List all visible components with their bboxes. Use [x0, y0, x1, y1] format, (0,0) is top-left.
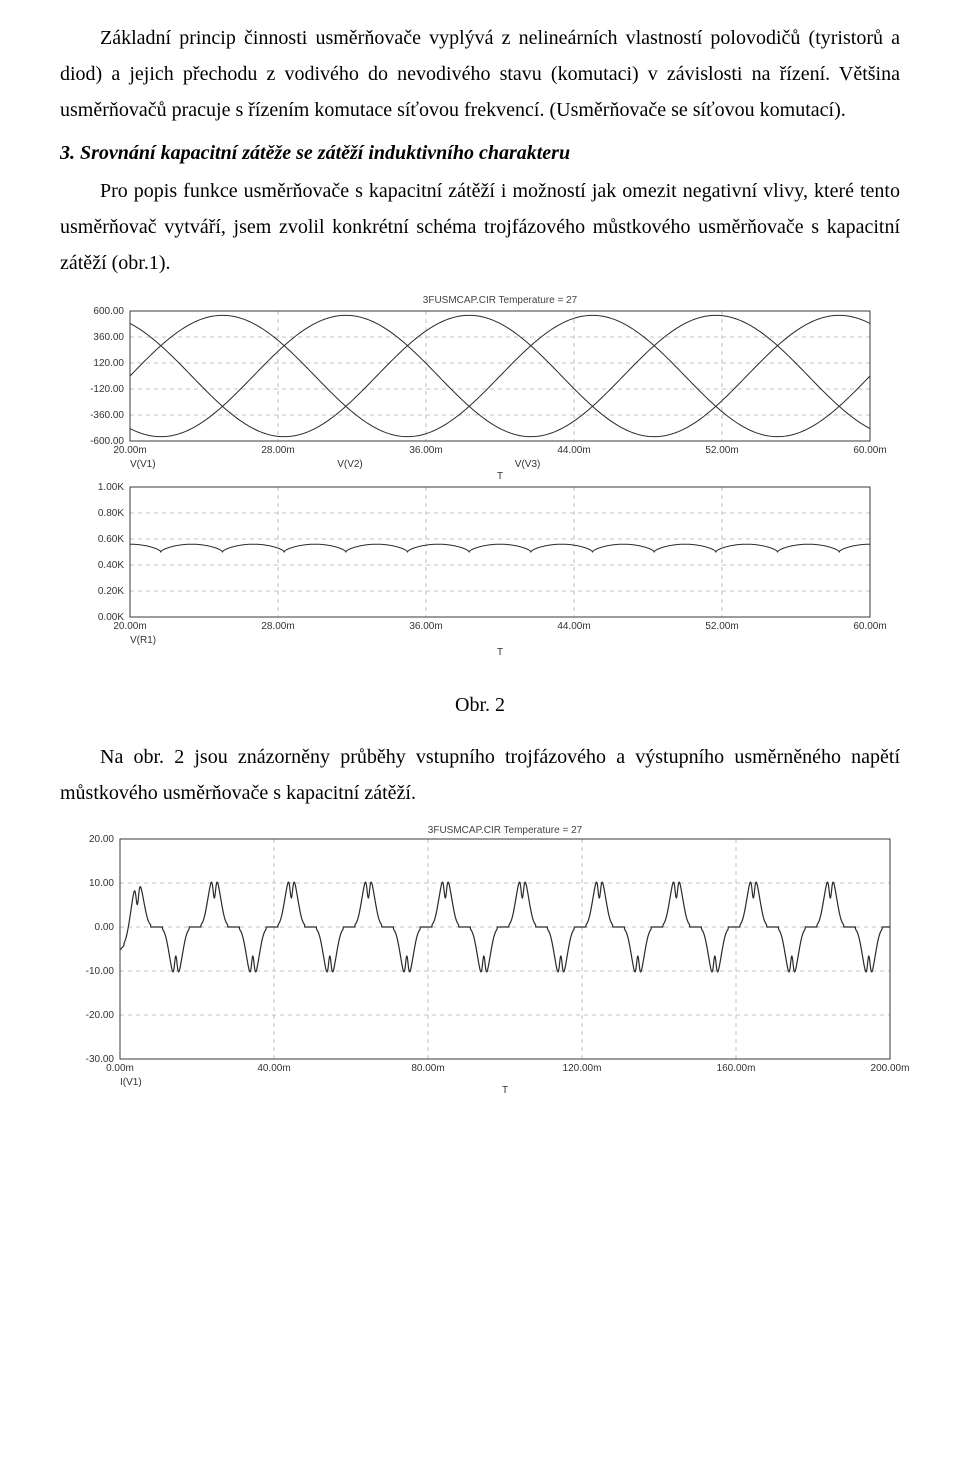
- svg-text:0.20K: 0.20K: [98, 586, 124, 597]
- svg-text:20.00m: 20.00m: [113, 621, 146, 632]
- svg-text:-10.00: -10.00: [86, 966, 115, 977]
- svg-text:0.40K: 0.40K: [98, 560, 124, 571]
- svg-text:60.00m: 60.00m: [853, 445, 886, 456]
- paragraph-3-text: Na obr. 2 jsou znázorněny průběhy vstupn…: [60, 746, 900, 804]
- svg-text:0.00: 0.00: [95, 922, 115, 933]
- chart-2: 3FUSMCAP.CIR Temperature = 27-30.00-20.0…: [60, 823, 910, 1098]
- svg-text:V(V2): V(V2): [337, 459, 363, 470]
- svg-text:V(V3): V(V3): [515, 459, 541, 470]
- figure-2-wrap: 3FUSMCAP.CIR Temperature = 27-30.00-20.0…: [60, 823, 900, 1103]
- section-heading: 3. Srovnání kapacitní zátěže se zátěží i…: [60, 142, 900, 165]
- paragraph-3: Na obr. 2 jsou znázorněny průběhy vstupn…: [60, 739, 900, 811]
- svg-text:0.60K: 0.60K: [98, 534, 124, 545]
- svg-text:28.00m: 28.00m: [261, 445, 294, 456]
- page: Základní princip činnosti usměrňovače vy…: [0, 0, 960, 1103]
- svg-text:600.00: 600.00: [93, 306, 124, 317]
- svg-text:40.00m: 40.00m: [257, 1063, 290, 1074]
- svg-text:3FUSMCAP.CIR Temperature = 27: 3FUSMCAP.CIR Temperature = 27: [428, 825, 583, 836]
- svg-text:28.00m: 28.00m: [261, 621, 294, 632]
- paragraph-2: Pro popis funkce usměrňovače s kapacitní…: [60, 173, 900, 281]
- svg-text:V(V1): V(V1): [130, 459, 156, 470]
- svg-text:360.00: 360.00: [93, 332, 124, 343]
- svg-text:0.00m: 0.00m: [106, 1063, 134, 1074]
- svg-text:T: T: [497, 647, 503, 658]
- svg-text:T: T: [502, 1085, 508, 1096]
- svg-text:36.00m: 36.00m: [409, 445, 442, 456]
- figure-1-caption: Obr. 2: [60, 694, 900, 717]
- svg-text:200.00m: 200.00m: [871, 1063, 910, 1074]
- svg-text:1.00K: 1.00K: [98, 482, 124, 493]
- svg-text:20.00m: 20.00m: [113, 445, 146, 456]
- svg-text:120.00m: 120.00m: [563, 1063, 602, 1074]
- svg-text:-120.00: -120.00: [90, 384, 124, 395]
- svg-text:0.80K: 0.80K: [98, 508, 124, 519]
- svg-text:52.00m: 52.00m: [705, 621, 738, 632]
- svg-text:20.00: 20.00: [89, 834, 114, 845]
- paragraph-2-text: Pro popis funkce usměrňovače s kapacitní…: [60, 180, 900, 274]
- svg-text:52.00m: 52.00m: [705, 445, 738, 456]
- svg-text:10.00: 10.00: [89, 878, 114, 889]
- svg-text:80.00m: 80.00m: [411, 1063, 444, 1074]
- svg-text:3FUSMCAP.CIR Temperature = 27: 3FUSMCAP.CIR Temperature = 27: [423, 295, 578, 306]
- svg-text:T: T: [497, 471, 503, 482]
- svg-text:60.00m: 60.00m: [853, 621, 886, 632]
- figure-1-wrap: 3FUSMCAP.CIR Temperature = 27-600.00-360…: [60, 293, 900, 668]
- svg-text:120.00: 120.00: [93, 358, 124, 369]
- chart-1: 3FUSMCAP.CIR Temperature = 27-600.00-360…: [60, 293, 900, 663]
- svg-text:44.00m: 44.00m: [557, 621, 590, 632]
- svg-text:36.00m: 36.00m: [409, 621, 442, 632]
- paragraph-1: Základní princip činnosti usměrňovače vy…: [60, 20, 900, 128]
- svg-text:-360.00: -360.00: [90, 410, 124, 421]
- paragraph-1-text: Základní princip činnosti usměrňovače vy…: [60, 27, 900, 121]
- svg-text:160.00m: 160.00m: [717, 1063, 756, 1074]
- svg-text:-20.00: -20.00: [86, 1010, 115, 1021]
- svg-text:I(V1): I(V1): [120, 1077, 142, 1088]
- svg-text:44.00m: 44.00m: [557, 445, 590, 456]
- svg-text:V(R1): V(R1): [130, 635, 156, 646]
